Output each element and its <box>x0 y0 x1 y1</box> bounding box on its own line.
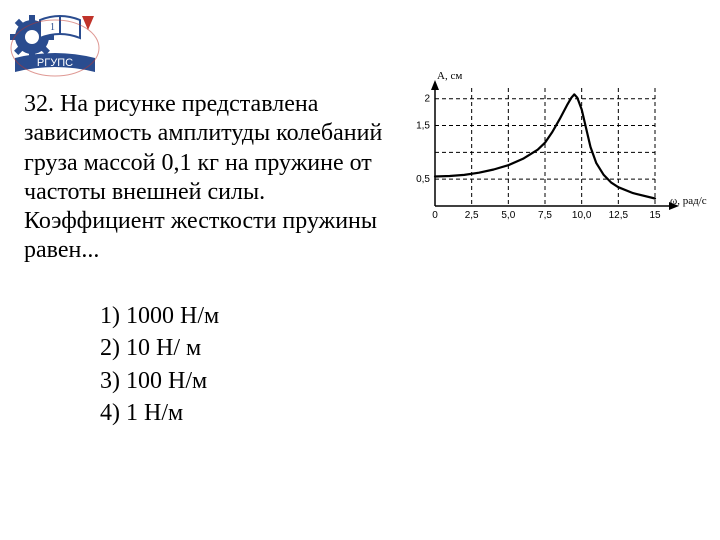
svg-text:5,0: 5,0 <box>501 210 515 221</box>
resonance-chart: 0 2,5 5,0 7,5 10,0 12,5 15 0,5 1,5 2 <box>405 80 705 235</box>
page: 1 РГУПС 32. На рисунке представлена зави… <box>0 0 720 540</box>
svg-text:0,5: 0,5 <box>416 174 430 185</box>
marker-icon <box>82 16 94 30</box>
option-4: 4) 1 Н/м <box>100 397 219 429</box>
svg-text:1,5: 1,5 <box>416 121 430 132</box>
svg-text:12,5: 12,5 <box>609 210 629 221</box>
svg-text:2,5: 2,5 <box>465 210 479 221</box>
logo-top-text: 1 <box>50 22 55 33</box>
org-text: РГУПС <box>37 57 73 69</box>
svg-text:2: 2 <box>424 94 430 105</box>
option-3: 3) 100 Н/м <box>100 365 219 397</box>
book-icon: 1 <box>40 16 80 38</box>
question-text: 32. На рисунке представлена зависимость … <box>24 90 404 266</box>
org-logo: 1 РГУПС <box>10 10 100 80</box>
option-2: 2) 10 Н/ м <box>100 332 219 364</box>
answer-options: 1) 1000 Н/м 2) 10 Н/ м 3) 100 Н/м 4) 1 Н… <box>100 300 219 430</box>
svg-text:7,5: 7,5 <box>538 210 552 221</box>
svg-text:0: 0 <box>432 210 438 221</box>
option-1: 1) 1000 Н/м <box>100 300 219 332</box>
svg-text:10,0: 10,0 <box>572 210 592 221</box>
svg-text:15: 15 <box>649 210 661 221</box>
